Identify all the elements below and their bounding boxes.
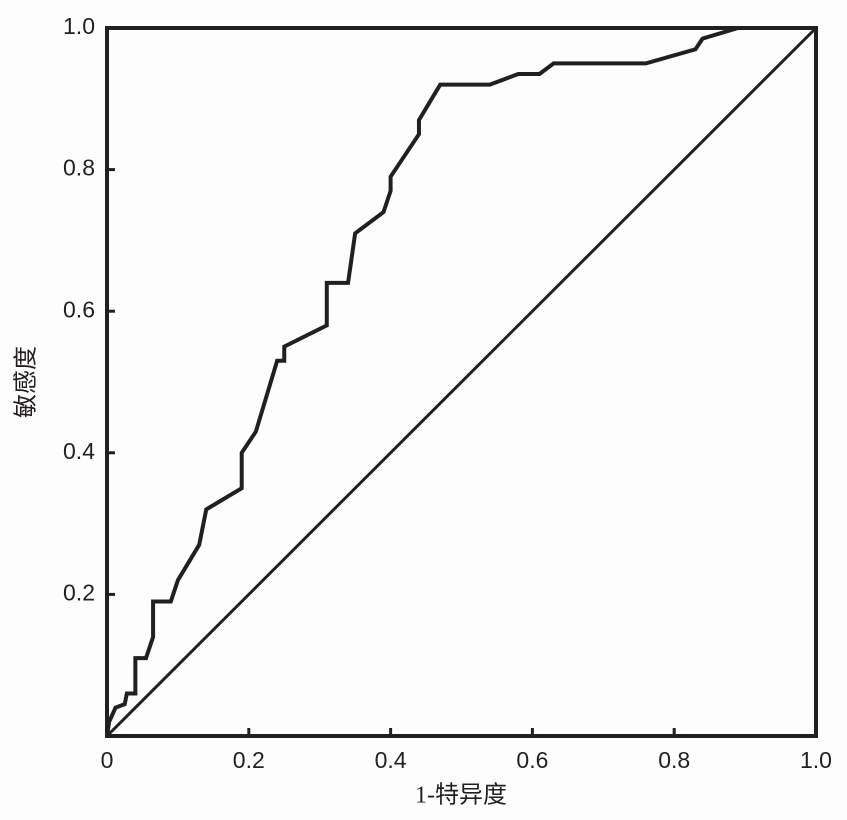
reference-line: [105, 26, 818, 738]
x-axis-title: 1-特异度: [415, 782, 507, 809]
y-axis-title: 敏感度: [13, 346, 40, 418]
x-tick-label: 0.6: [516, 747, 548, 773]
x-tick-label: 1.0: [800, 747, 832, 773]
y-tick-label: 0.4: [63, 438, 95, 464]
x-tick-label: 0.2: [233, 747, 265, 773]
y-tick-label: 1.0: [63, 13, 95, 39]
x-tick-label: 0: [101, 747, 114, 773]
x-tick-label: 0.8: [658, 747, 690, 773]
y-tick-label: 0.6: [63, 296, 95, 322]
x-tick-label: 0.4: [375, 747, 407, 773]
y-tick-label: 0.8: [63, 155, 95, 181]
y-tick-label: 0.2: [63, 579, 95, 605]
roc-curve: [105, 26, 816, 737]
plot-frame: [105, 26, 818, 738]
